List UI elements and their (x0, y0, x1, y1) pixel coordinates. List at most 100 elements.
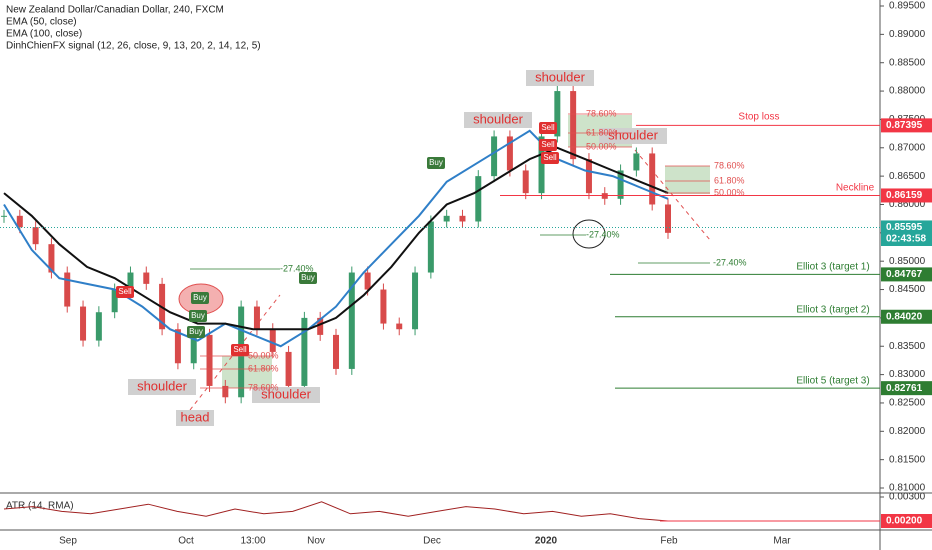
y-tick-label: 0.88500 (889, 57, 926, 68)
signal: Sell (541, 140, 555, 149)
y-tick-label: 0.00300 (889, 492, 926, 503)
candle (253, 306, 260, 330)
level-name: Elliot 5 (target 3) (796, 376, 869, 387)
x-tick-label: Feb (660, 536, 678, 547)
candle (491, 136, 498, 177)
candle (32, 227, 39, 245)
header-line: EMA (100, close) (6, 29, 82, 40)
candle (633, 153, 640, 171)
y-tick-label: 0.83500 (889, 341, 926, 352)
candle (554, 91, 561, 137)
signal-box (539, 139, 557, 151)
candle (64, 272, 71, 307)
signal: Sell (543, 153, 557, 162)
y-tick-label: 0.81000 (889, 483, 926, 494)
header-line: New Zealand Dollar/Canadian Dollar, 240,… (6, 5, 224, 16)
signal: Sell (118, 287, 132, 296)
candle (206, 334, 213, 386)
y-tick-label: 0.86500 (889, 171, 926, 182)
signal-box (541, 152, 559, 164)
candle (506, 136, 513, 171)
signal-box (539, 122, 557, 134)
candle (665, 204, 671, 233)
pattern-label: shoulder (473, 111, 524, 126)
signal: Sell (541, 123, 555, 132)
atr-title: ATR (14, RMA) (6, 501, 74, 512)
candle (380, 289, 387, 324)
signal-box (187, 326, 205, 338)
candle (364, 272, 371, 290)
price-label: 0.87395 (886, 120, 923, 131)
price-label: 0.84767 (886, 269, 923, 280)
pattern-label-box (599, 128, 667, 144)
fib-label: -27.40% (586, 229, 620, 239)
pattern-label-box (526, 70, 594, 86)
candle (333, 334, 339, 369)
y-tick-label: 0.86000 (889, 199, 926, 210)
y-tick-label: 0.81500 (889, 454, 926, 465)
candle (617, 170, 624, 199)
price-label-box (881, 118, 932, 133)
x-tick-label: Nov (307, 536, 325, 547)
fib-box (665, 166, 710, 194)
price-label: 0.86159 (886, 190, 923, 201)
price-label-box (881, 514, 932, 529)
countdown-box (881, 232, 932, 246)
candle (348, 272, 355, 369)
candle (1, 215, 7, 217)
price-label-box (881, 309, 932, 324)
fib-label: -27.40% (280, 263, 314, 273)
signal-box (299, 272, 317, 284)
x-tick-label: Mar (773, 536, 791, 547)
x-tick-label: 13:00 (240, 536, 265, 547)
signal: Buy (429, 158, 443, 167)
candle (412, 272, 419, 330)
signal-box (191, 292, 209, 304)
pattern-label: shoulder (261, 386, 312, 401)
fib-label: 50.00% (248, 350, 279, 360)
x-tick-label: Sep (59, 536, 77, 547)
price-label: 0.85595 (886, 222, 923, 233)
y-tick-label: 0.85000 (889, 256, 926, 267)
level-name: Elliot 3 (target 1) (796, 262, 869, 273)
y-tick-label: 0.82500 (889, 398, 926, 409)
candle (317, 317, 324, 335)
level-name: Neckline (836, 183, 875, 194)
fib-label: 78.60% (714, 160, 745, 170)
level-name: Stop loss (738, 112, 779, 123)
fib-label: -27.40% (713, 257, 747, 267)
signal-box (116, 286, 134, 298)
candle (48, 244, 55, 273)
pattern-label: head (181, 409, 210, 424)
pattern-label: shoulder (535, 69, 586, 84)
candle (80, 306, 87, 341)
candle (649, 153, 656, 205)
candle (269, 329, 276, 352)
candle (111, 289, 118, 313)
candle (95, 312, 102, 341)
candle (522, 170, 529, 194)
price-label: 0.82761 (886, 383, 923, 394)
candle (16, 215, 23, 228)
fib-label: 61.80% (248, 363, 279, 373)
candle (301, 317, 308, 386)
y-tick-label: 0.87000 (889, 142, 926, 153)
y-tick-label: 0.89500 (889, 1, 926, 12)
candle (143, 272, 150, 284)
candle (427, 221, 434, 273)
candle (538, 136, 545, 194)
fib-label: 50.00% (586, 141, 617, 151)
fib-label: 61.80% (714, 175, 745, 185)
price-label: 0.00200 (886, 516, 923, 527)
fib-box (222, 356, 272, 388)
candle (601, 193, 608, 199)
signal: Buy (193, 293, 207, 302)
candle (190, 334, 197, 364)
signal: Buy (189, 327, 203, 336)
signal-box (427, 157, 445, 169)
fib-label: 61.80% (586, 127, 617, 137)
signal: Buy (301, 273, 315, 282)
price-label-box (881, 267, 932, 282)
candle (570, 91, 577, 160)
